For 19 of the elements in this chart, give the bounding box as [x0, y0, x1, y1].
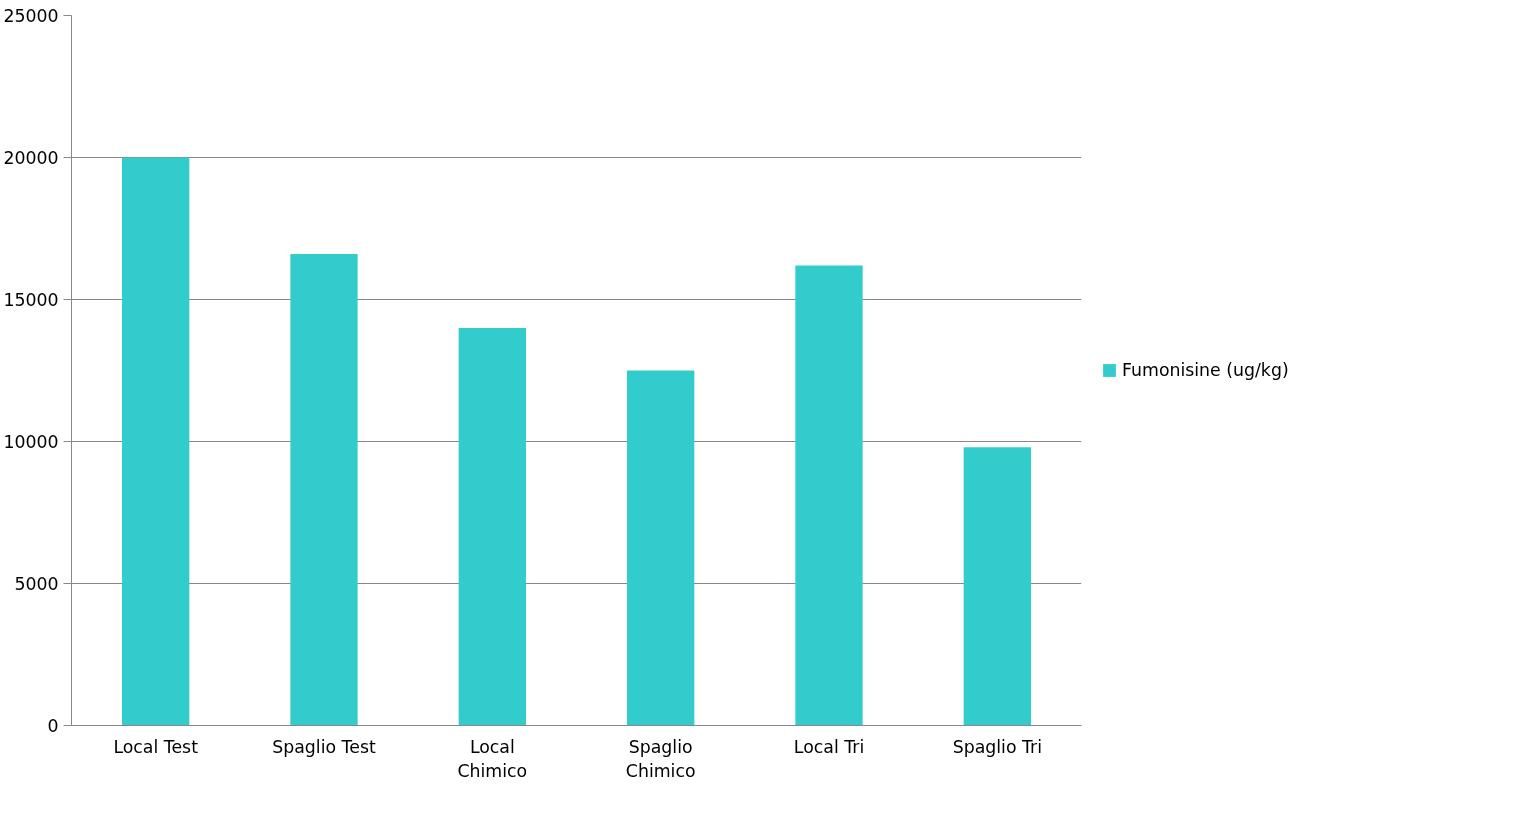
- y-tick-label: 0: [47, 716, 59, 736]
- bar: [963, 447, 1031, 726]
- bar: [458, 327, 526, 726]
- bar: [795, 265, 863, 726]
- legend-label: Fumonisine (ug/kg): [1122, 360, 1289, 380]
- y-tick-label: 25000: [3, 6, 59, 26]
- bar: [290, 254, 358, 726]
- x-tick-label: Local Tri: [793, 736, 865, 757]
- x-tick-label: Local Chimico: [457, 736, 528, 781]
- y-tick-label: 5000: [14, 574, 59, 594]
- bar: [627, 370, 695, 726]
- y-tick-label: 15000: [3, 290, 59, 310]
- x-tick-label: Spaglio Test: [272, 736, 376, 757]
- x-tick-label: Local Test: [113, 736, 199, 757]
- y-tick-label: 20000: [3, 148, 59, 168]
- x-tick-label: Spaglio Chimico: [625, 736, 696, 781]
- y-tick-label: 10000: [3, 432, 59, 452]
- bar: [122, 157, 190, 726]
- x-tick-label: Spaglio Tri: [952, 736, 1043, 757]
